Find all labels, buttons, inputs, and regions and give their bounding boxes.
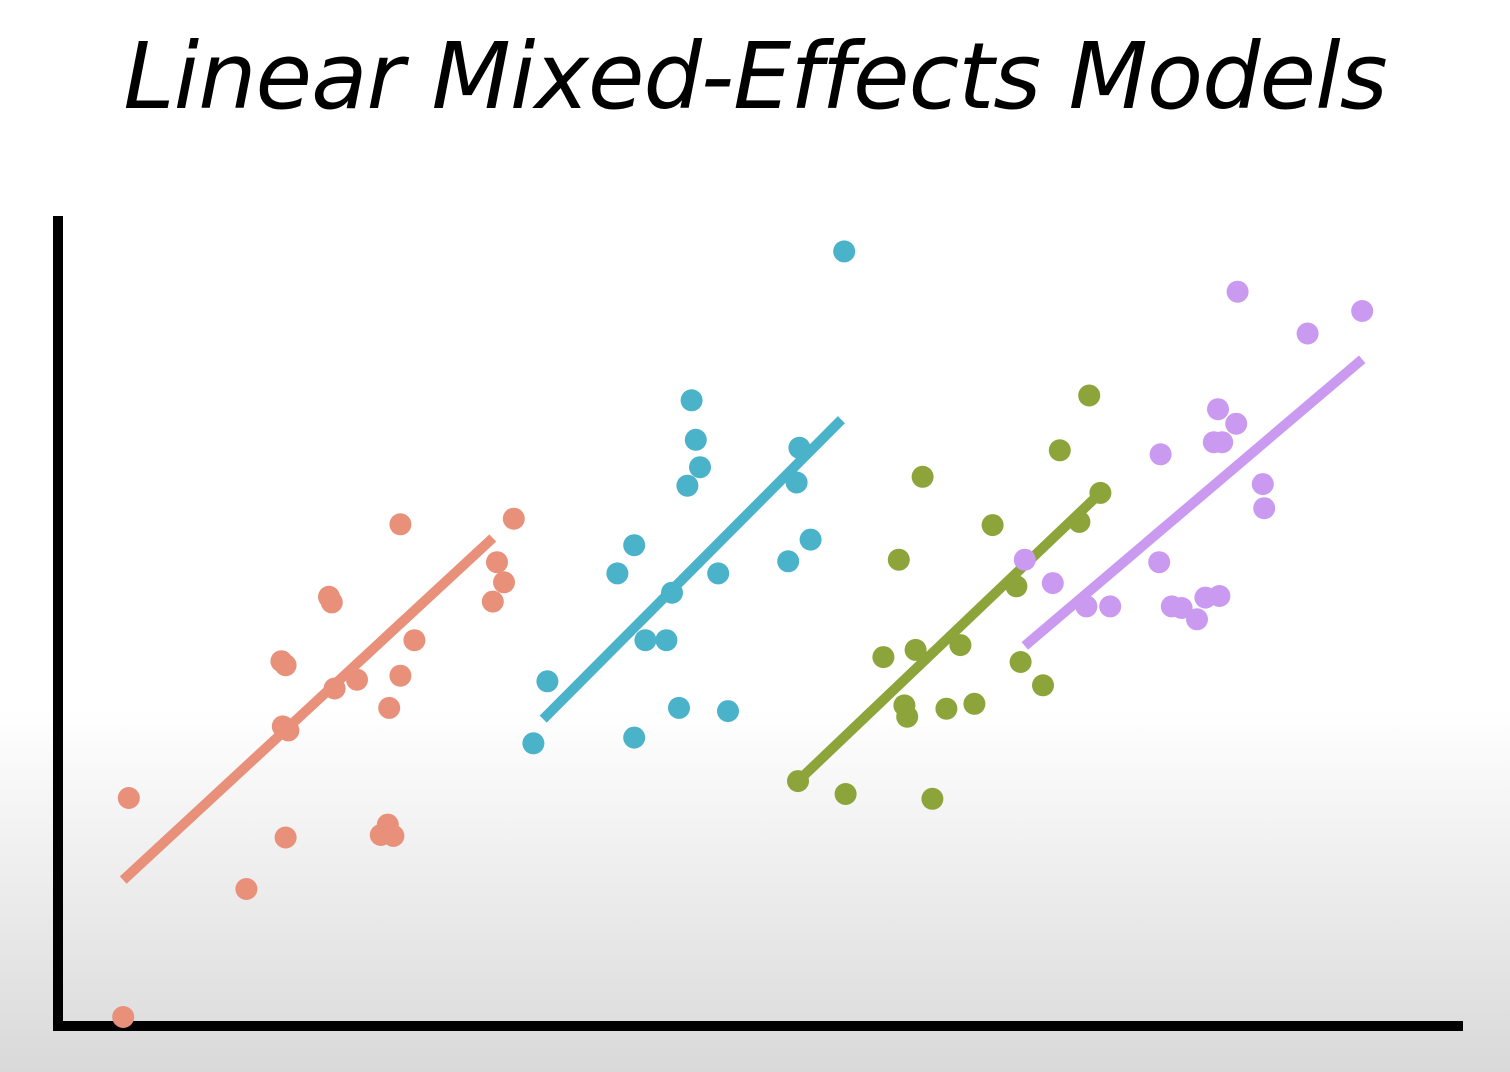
series-2-point-19	[799, 528, 822, 551]
series-2	[522, 240, 856, 755]
series-1-point-2	[117, 787, 140, 809]
series-3-point-9	[921, 787, 944, 810]
series-4-point-19	[1296, 322, 1319, 345]
series-4-point-8	[1170, 597, 1193, 619]
series-4-point-1	[1013, 548, 1036, 571]
series-3-point-17	[1048, 439, 1071, 462]
series-3-point-3	[872, 646, 895, 669]
series-4-point-18	[1253, 497, 1276, 520]
series-4-point-6	[1149, 443, 1172, 466]
series-1-point-13	[378, 696, 401, 719]
series-1-point-20	[481, 590, 504, 613]
series-3-point-6	[896, 705, 919, 728]
series-3-point-15	[1009, 651, 1032, 673]
series-1-point-1	[112, 1006, 135, 1028]
series-4-point-4	[1099, 595, 1122, 618]
series-1	[112, 507, 525, 1028]
series-2-point-10	[676, 474, 699, 497]
series-1-point-3	[235, 878, 258, 900]
series-4-point-16	[1226, 280, 1249, 303]
series-3-point-8	[911, 465, 934, 488]
series-2-point-11	[689, 456, 711, 479]
series-4-fit-line	[1021, 355, 1366, 650]
series-4-point-20	[1351, 300, 1374, 322]
series-1-point-16	[389, 513, 412, 536]
series-2-point-4	[623, 534, 646, 557]
series-4-point-14	[1211, 431, 1234, 454]
series-4-point-13	[1207, 398, 1229, 421]
series-2-point-16	[777, 550, 800, 573]
series-4-point-17	[1251, 473, 1274, 496]
series-4-point-12	[1208, 585, 1231, 607]
series-1-point-7	[274, 654, 297, 677]
series-1-point-14	[389, 664, 412, 687]
series-3	[787, 384, 1112, 810]
series-1-point-8	[274, 826, 297, 849]
series-3-fit-line	[794, 489, 1104, 785]
series-1-point-15	[403, 629, 426, 652]
series-4-point-5	[1148, 551, 1171, 574]
series-4	[1013, 280, 1374, 650]
series-2-point-8	[623, 726, 646, 749]
series-2-point-6	[655, 629, 678, 652]
chart-title: Linear Mixed-Effects Models	[123, 23, 1387, 130]
series-3-point-13	[981, 514, 1004, 537]
series-2-point-13	[680, 389, 703, 412]
series-2-point-12	[684, 428, 707, 451]
series-1-fit-line	[119, 534, 497, 884]
series-3-point-2	[834, 783, 857, 805]
series-3-point-10	[935, 697, 958, 720]
series-2-point-5	[634, 629, 657, 652]
series-4-point-2	[1041, 572, 1064, 595]
series-2-point-14	[707, 562, 730, 585]
series-3-point-7	[904, 638, 927, 661]
series-3-point-4	[887, 548, 910, 571]
series-4-point-9	[1186, 608, 1208, 631]
series-3-point-11	[949, 634, 972, 657]
series-1-point-23	[493, 571, 515, 594]
series-2-point-3	[606, 562, 629, 585]
series-3-point-16	[1032, 674, 1054, 697]
series-2-fit-line	[539, 416, 845, 723]
series-1-point-22	[502, 507, 525, 530]
series-1-point-19	[369, 824, 392, 846]
series-3-point-12	[963, 692, 986, 715]
series-2-point-15	[717, 700, 739, 723]
series-2-point-2	[536, 670, 559, 693]
series-2-point-20	[833, 240, 856, 263]
series-1-point-21	[486, 551, 508, 574]
series-4-point-15	[1225, 412, 1248, 435]
series-2-point-9	[668, 696, 690, 719]
series-1-point-11	[320, 591, 343, 614]
series-2-point-1	[522, 732, 545, 755]
series-3-point-19	[1078, 384, 1101, 407]
